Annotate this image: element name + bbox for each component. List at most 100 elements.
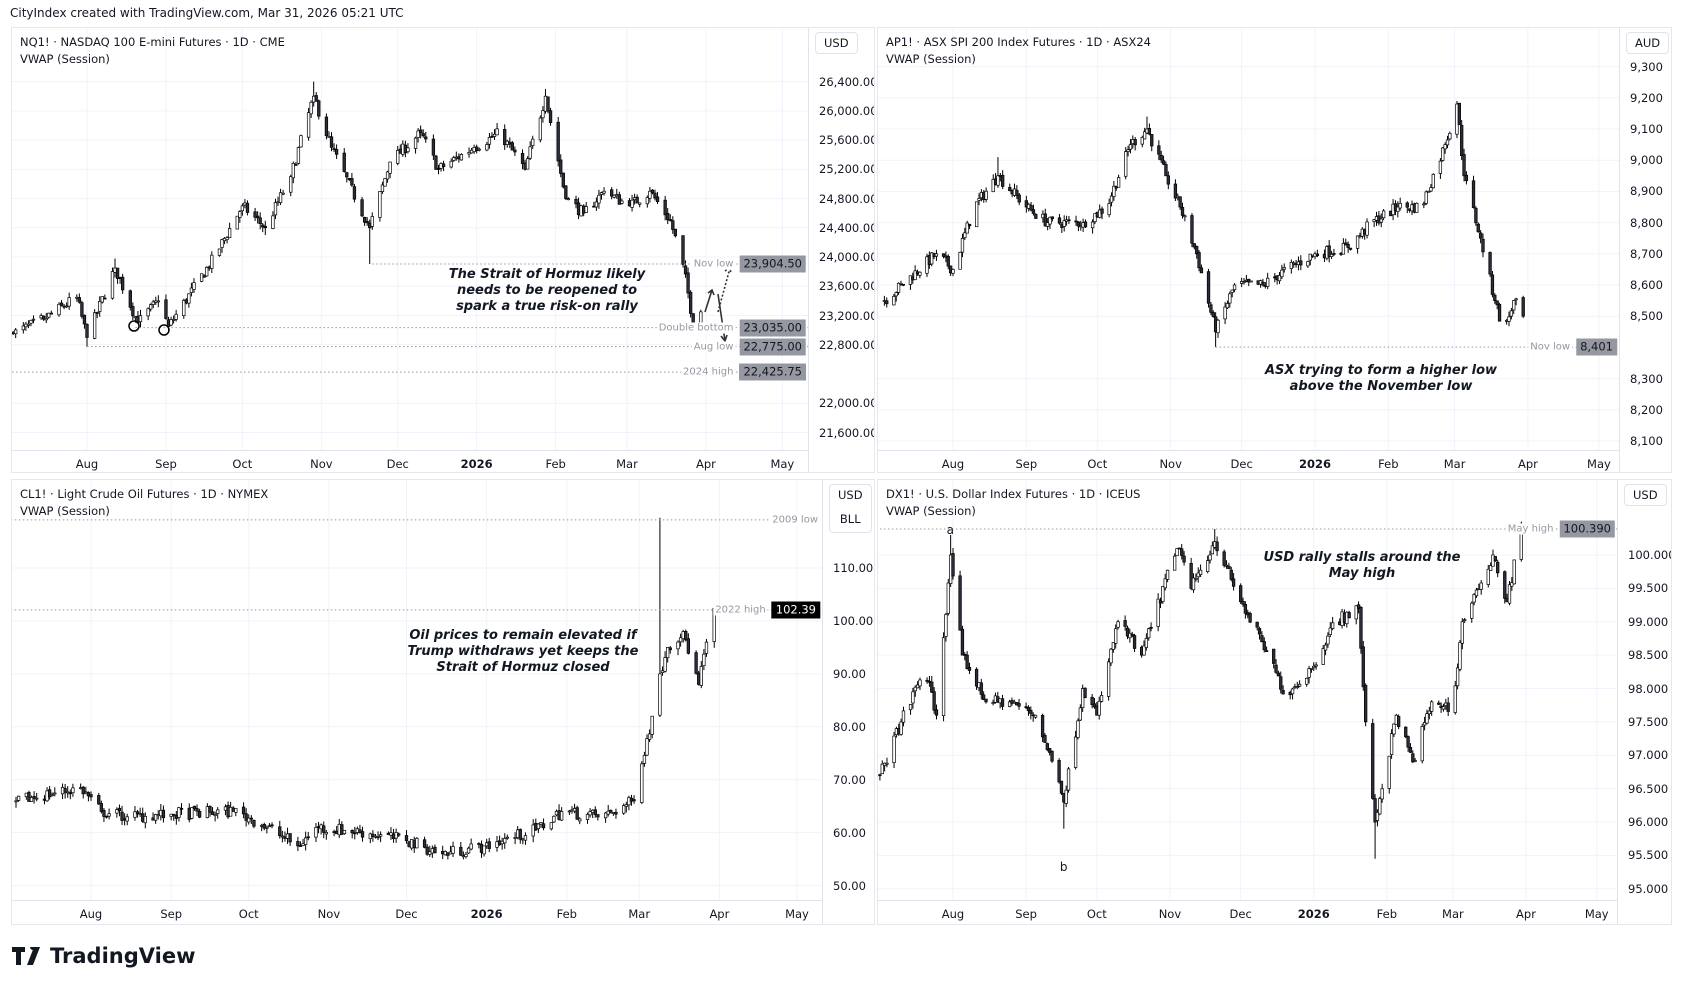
candle: [267, 823, 272, 828]
candle: [564, 185, 568, 200]
nasdaq-chart-panel[interactable]: NQ1! · NASDAQ 100 E-mini Futures · 1D · …: [11, 27, 875, 473]
candle: [1408, 743, 1413, 754]
candle: [446, 852, 450, 860]
dollar-index-chart-panel[interactable]: DX1! · U.S. Dollar Index Futures · 1D · …: [877, 479, 1672, 925]
candle: [1455, 663, 1460, 690]
candle: [487, 837, 491, 853]
price-tick-label: 98.000: [1628, 681, 1669, 696]
candle: [1206, 555, 1210, 574]
candle: [21, 321, 25, 334]
currency-button[interactable]: AUD: [1626, 32, 1670, 54]
candle: [1371, 718, 1375, 800]
candle: [459, 153, 464, 161]
candle: [47, 785, 52, 800]
tradingview-logo[interactable]: TradingView: [12, 944, 195, 968]
plot-area[interactable]: [12, 480, 822, 900]
time-tick-label: Dec: [1229, 907, 1252, 921]
annotation-line: above the November low: [1289, 379, 1473, 394]
candle: [1307, 665, 1311, 684]
candle: [334, 144, 339, 159]
candle: [1289, 259, 1293, 274]
candle: [352, 183, 357, 203]
candle: [1059, 780, 1064, 795]
candle: [1277, 272, 1282, 284]
plot-area[interactable]: [878, 480, 1617, 900]
candle: [982, 691, 986, 701]
candle: [1411, 750, 1415, 763]
candle: [227, 222, 232, 239]
time-axis[interactable]: Aug Sep Oct Nov Dec 2026 Feb Mar Apr May: [878, 450, 1619, 472]
candle: [1074, 215, 1078, 226]
candle: [1093, 213, 1097, 225]
price-axis[interactable]: USD 26,400.00 26,000.00 25,600.00 25,200.00 2…: [808, 28, 875, 472]
candle: [210, 251, 214, 273]
price-axis[interactable]: USD BLL 110.00 100.00 90.00 80.00 70.00 60.00 50…: [822, 480, 874, 924]
time-tick-label: Apr: [1516, 907, 1536, 921]
time-axis[interactable]: Aug Sep Oct Nov Dec 2026 Feb Mar Apr May: [12, 450, 808, 472]
candle: [122, 813, 127, 826]
currency-label: USD: [824, 36, 849, 50]
candle: [1398, 197, 1402, 211]
candle: [1015, 185, 1019, 200]
asx-chart-panel[interactable]: AP1! · ASX SPI 200 Index Futures · 1D · …: [877, 27, 1672, 473]
currency-button[interactable]: USD BLL: [829, 484, 872, 533]
crude-oil-chart-panel[interactable]: CL1! · Light Crude Oil Futures · 1D · NY…: [11, 479, 875, 925]
candle: [187, 803, 191, 823]
candle: [273, 198, 278, 220]
price-tick-label: 8,100: [1630, 434, 1663, 448]
candle: [296, 836, 300, 851]
plot-area[interactable]: [878, 28, 1619, 450]
candle: [1507, 311, 1511, 327]
currency-button[interactable]: USD: [1624, 484, 1667, 506]
annotation-line: spark a true risk-on rally: [456, 299, 638, 314]
candle: [378, 191, 382, 222]
candle: [1470, 601, 1474, 623]
price-tick-label: 24,400.00: [819, 220, 875, 235]
candle: [702, 649, 706, 671]
annotation-text: The Strait of Hormuz likely needs to be r…: [449, 267, 646, 315]
candle: [244, 808, 248, 827]
price-axis[interactable]: AUD 9,300 9,200 9,100 9,000 8,900 8,800 8,700 8,…: [1619, 28, 1671, 472]
candle: [575, 805, 579, 820]
candle: [963, 227, 967, 240]
time-axis[interactable]: Aug Sep Oct Nov Dec 2026 Feb Mar Apr May: [12, 900, 822, 924]
currency-button[interactable]: USD: [815, 32, 858, 54]
candle: [448, 845, 453, 855]
candle: [288, 833, 292, 846]
candle: [430, 845, 435, 858]
annotation-text: Oil prices to remain elevated if Trump wi…: [408, 628, 639, 676]
time-axis[interactable]: Aug Sep Oct Nov Dec 2026 Feb Mar Apr May: [878, 900, 1617, 924]
candle: [1043, 208, 1047, 227]
time-tick-label: Dec: [386, 457, 409, 471]
candle: [1045, 742, 1049, 752]
candle: [1406, 735, 1410, 752]
candle: [197, 808, 202, 819]
time-tick-label: Oct: [1087, 457, 1108, 471]
indicator-label: VWAP (Session): [886, 52, 976, 66]
candle: [518, 828, 522, 844]
candle: [516, 826, 520, 840]
candle: [340, 821, 344, 836]
candle: [1462, 148, 1466, 182]
candle: [396, 145, 400, 166]
plot-area[interactable]: [12, 28, 808, 450]
candle: [26, 320, 31, 329]
wave-label: b: [1059, 860, 1068, 875]
time-tick-label: Aug: [941, 457, 965, 471]
candle: [1503, 570, 1507, 604]
candle: [92, 309, 97, 340]
candle: [135, 809, 140, 818]
candle: [1521, 295, 1525, 319]
candle: [1126, 145, 1130, 157]
candle: [1306, 260, 1310, 268]
candle: [324, 113, 329, 140]
candle: [370, 212, 374, 230]
candle: [1248, 611, 1252, 624]
candle: [572, 803, 577, 814]
price-axis[interactable]: USD 100.000 99.500 99.000 98.500 98.000 97.500…: [1617, 480, 1671, 924]
candle: [79, 783, 83, 790]
time-tick-label: Mar: [616, 457, 638, 471]
candle: [249, 815, 253, 824]
candle: [358, 824, 362, 834]
candle: [314, 822, 318, 842]
